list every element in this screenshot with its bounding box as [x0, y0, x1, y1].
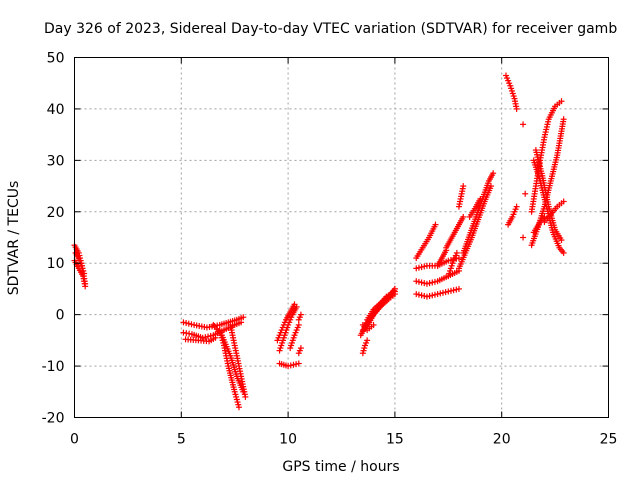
data-point — [418, 292, 425, 299]
data-point — [293, 361, 300, 368]
data-point — [183, 320, 190, 326]
data-point — [431, 291, 438, 298]
data-point — [445, 288, 452, 295]
data-point — [460, 183, 467, 190]
data-point — [418, 264, 425, 271]
data-point — [560, 198, 567, 205]
data-point — [415, 291, 422, 298]
data-point — [560, 116, 567, 123]
data-point — [488, 183, 495, 190]
data-point — [297, 345, 304, 352]
y-tick-label: 40 — [47, 102, 65, 118]
data-point — [423, 280, 430, 287]
data-point — [295, 321, 302, 328]
data-point — [460, 213, 467, 220]
x-axis-label: GPS time / hours — [282, 459, 399, 475]
data-point — [82, 283, 89, 290]
data-point — [445, 257, 452, 264]
y-tick-label: -20 — [42, 411, 65, 427]
data-point — [188, 321, 195, 328]
data-point — [426, 280, 433, 287]
data-point — [205, 333, 211, 340]
x-axis: 0 5 10 15 20 25 — [70, 57, 618, 448]
y-tick-label: 30 — [47, 153, 65, 169]
data-point — [415, 264, 422, 271]
data-point — [434, 291, 441, 298]
data-point — [490, 170, 497, 177]
data-point — [413, 278, 420, 285]
data-point — [450, 287, 457, 294]
data-point — [391, 285, 398, 292]
x-tick-label: 15 — [386, 432, 404, 448]
y-tick-label: 20 — [47, 205, 65, 221]
data-point — [413, 291, 420, 298]
data-point — [513, 203, 520, 210]
data-point — [364, 337, 371, 344]
data-point — [421, 263, 428, 270]
y-axis: -20 -10 0 10 20 30 40 50 — [42, 51, 609, 427]
data-point — [212, 334, 219, 341]
data-point — [453, 286, 460, 293]
data-point — [240, 314, 247, 321]
data-point — [423, 293, 430, 300]
data-point — [558, 237, 565, 244]
data-point — [560, 249, 567, 256]
data-point — [415, 278, 422, 285]
data-point — [520, 234, 527, 241]
data-point — [185, 320, 192, 327]
data-point — [522, 190, 529, 197]
x-tick-label: 25 — [600, 432, 618, 448]
data-point — [421, 280, 428, 287]
data-point — [287, 362, 294, 369]
data-point — [477, 195, 484, 202]
data-point — [81, 270, 88, 277]
data-point — [513, 105, 520, 112]
data-point — [293, 303, 300, 310]
data-point — [541, 213, 548, 220]
data-point — [413, 265, 420, 272]
data-point — [447, 257, 454, 263]
data-point — [290, 361, 297, 368]
data-point — [426, 293, 433, 299]
x-tick-label: 10 — [279, 432, 297, 448]
plot-frame — [74, 57, 609, 418]
x-tick-label: 0 — [70, 432, 79, 448]
data-point — [418, 279, 425, 286]
data-point — [285, 363, 292, 370]
data-point — [455, 285, 462, 292]
x-tick-label: 5 — [177, 432, 186, 448]
y-tick-label: 50 — [47, 51, 65, 67]
data-point — [180, 319, 187, 326]
data-point — [429, 279, 436, 286]
data-point — [202, 334, 209, 341]
y-tick-label: 10 — [47, 256, 65, 272]
data-point — [429, 292, 436, 299]
data-point — [370, 321, 377, 328]
data-point — [235, 404, 242, 411]
data-point — [558, 98, 565, 105]
y-axis-label: SDTVAR / TECUs — [6, 181, 22, 296]
data-point — [421, 293, 428, 299]
y-tick-label: -10 — [42, 359, 65, 375]
data-point — [453, 249, 460, 256]
data-point — [242, 393, 249, 400]
data-point — [295, 360, 302, 367]
chart-title: Day 326 of 2023, Sidereal Day-to-day VTE… — [44, 21, 617, 37]
data-point — [439, 289, 446, 296]
y-tick-label: 0 — [56, 308, 65, 324]
data-point — [297, 311, 304, 318]
grid — [74, 57, 609, 418]
data-point — [431, 278, 438, 285]
data-points — [71, 72, 567, 411]
data-point — [238, 319, 245, 326]
x-tick-label: 20 — [493, 432, 511, 448]
data-point — [442, 289, 449, 296]
data-point — [447, 287, 454, 294]
data-point — [437, 290, 444, 297]
data-point — [432, 221, 439, 228]
data-point — [520, 121, 527, 128]
